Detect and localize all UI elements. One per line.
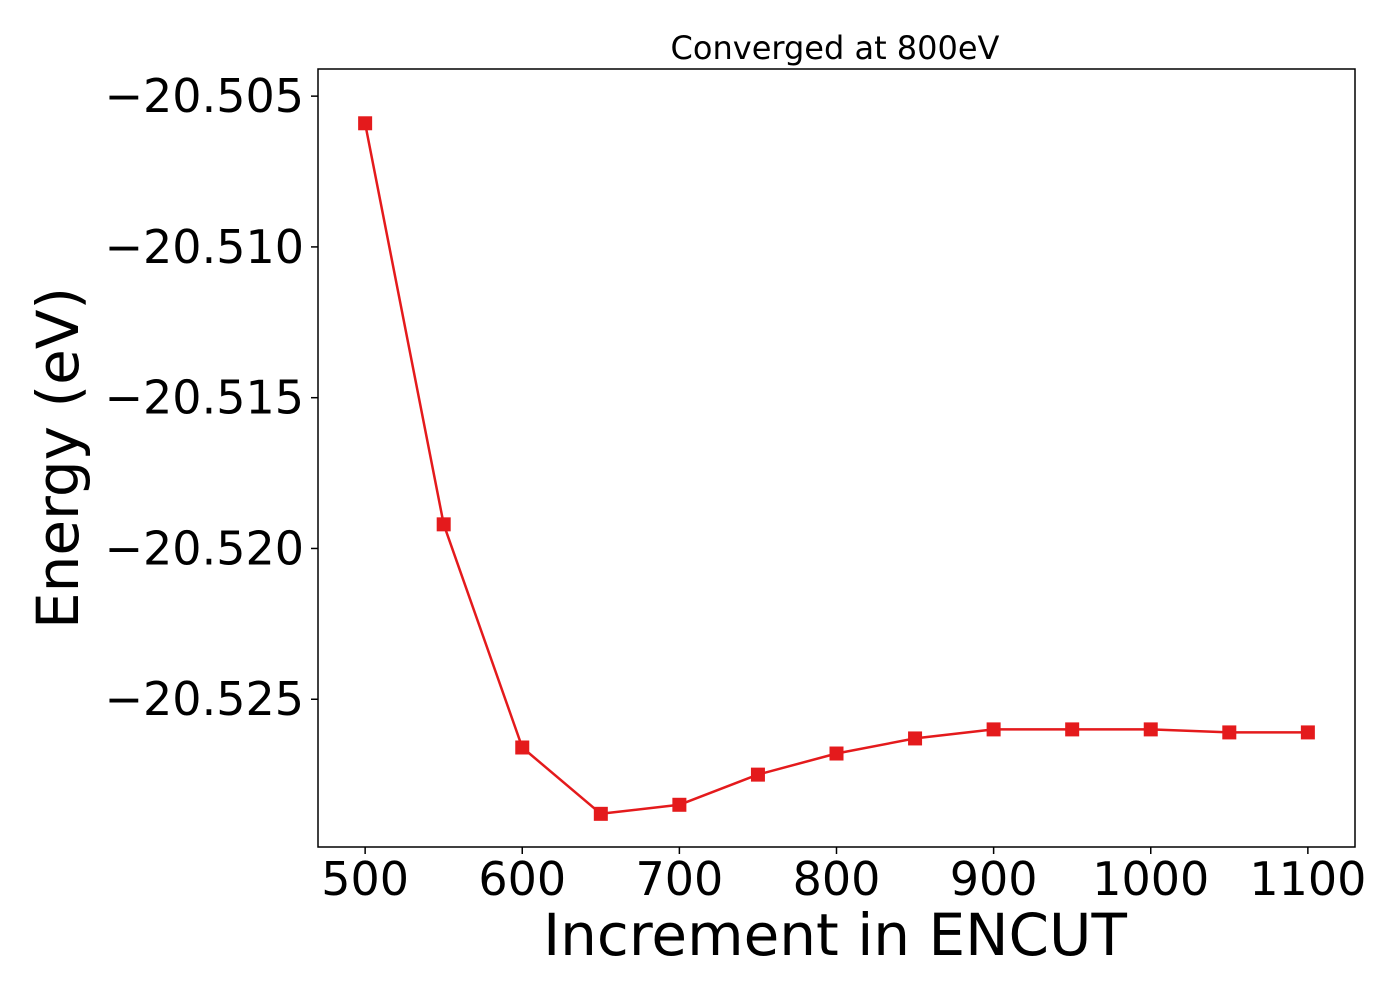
y-axis-label: Energy (eV) [24, 287, 92, 629]
data-point [750, 767, 765, 782]
y-tick-label: −20.525 [105, 672, 305, 726]
data-point [672, 797, 687, 812]
x-tick-label: 1000 [1092, 852, 1209, 906]
x-tick-label: 1100 [1249, 852, 1366, 906]
plot-area: 500 600 700 800 900 1000 1100 −20.505 −20.510 −20… [105, 68, 1366, 906]
y-tick-label: −20.510 [105, 220, 305, 274]
data-point [1143, 722, 1158, 737]
y-tick-label: −20.515 [105, 371, 305, 425]
data-point [986, 722, 1001, 737]
data-point [436, 517, 451, 532]
x-tick-label: 600 [478, 852, 566, 906]
x-tick-label: 800 [793, 852, 881, 906]
y-tick-label: −20.505 [105, 69, 305, 123]
data-point [593, 806, 608, 821]
x-axis-label: Increment in ENCUT [543, 901, 1127, 969]
data-point [1300, 725, 1315, 740]
chart-title: Converged at 800eV [671, 29, 1000, 67]
data-point [1065, 722, 1080, 737]
data-point [1222, 725, 1237, 740]
x-tick-label: 900 [950, 852, 1038, 906]
x-tick-label: 700 [635, 852, 723, 906]
y-tick-label: −20.520 [105, 521, 305, 575]
data-point [908, 731, 923, 746]
x-tick-label: 500 [321, 852, 409, 906]
data-point [358, 116, 373, 131]
data-point [829, 746, 844, 761]
data-point [515, 740, 530, 755]
